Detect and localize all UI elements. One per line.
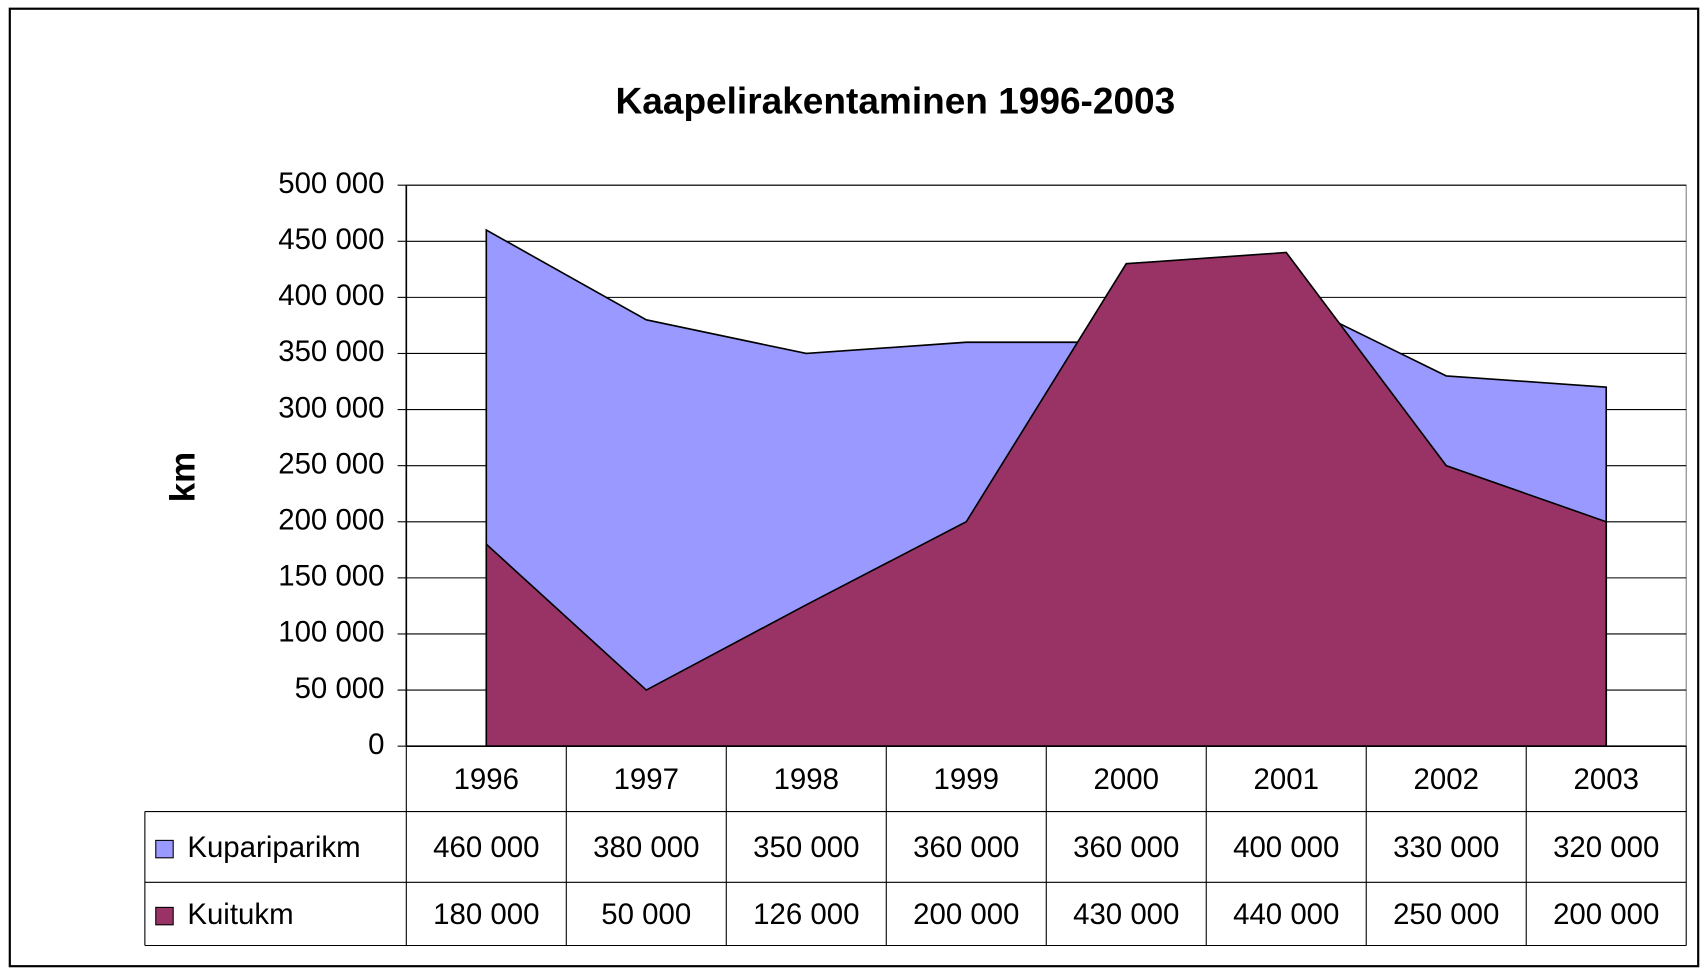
- y-tick-label: 50 000: [295, 672, 385, 705]
- table-value: 320 000: [1553, 831, 1659, 864]
- y-tick-label: 150 000: [278, 560, 384, 593]
- y-tick-label: 200 000: [278, 504, 384, 537]
- y-tick-label: 450 000: [278, 223, 384, 256]
- y-tick-label: 100 000: [278, 616, 384, 649]
- legend-swatch: [155, 906, 174, 926]
- table-value: 400 000: [1233, 831, 1339, 864]
- chart-title: Kaapelirakentaminen 1996-2003: [616, 79, 1176, 121]
- y-tick-label: 250 000: [278, 447, 384, 480]
- x-tick-label: 1997: [614, 763, 679, 796]
- x-tick-label: 2001: [1254, 763, 1319, 796]
- y-tick-label: 400 000: [278, 279, 384, 312]
- table-value: 360 000: [913, 831, 1019, 864]
- table-value: 440 000: [1233, 898, 1339, 931]
- x-tick-label: 1999: [934, 763, 999, 796]
- table-value: 360 000: [1073, 831, 1179, 864]
- y-axis-label: km: [163, 452, 202, 502]
- table-value: 180 000: [433, 898, 539, 931]
- y-tick-label: 350 000: [278, 335, 384, 368]
- legend-swatch: [155, 839, 174, 859]
- table-value: 330 000: [1393, 831, 1499, 864]
- table-value: 350 000: [753, 831, 859, 864]
- table-value: 50 000: [601, 898, 691, 931]
- legend-label: Kupariparikm: [187, 831, 360, 864]
- legend-label: Kuitukm: [187, 898, 293, 931]
- table-value: 200 000: [913, 898, 1019, 931]
- x-tick-label: 2000: [1094, 763, 1159, 796]
- y-tick-label: 500 000: [278, 167, 384, 200]
- table-value: 126 000: [753, 898, 859, 931]
- y-tick-label: 300 000: [278, 391, 384, 424]
- table-value: 250 000: [1393, 898, 1499, 931]
- y-tick-label: 0: [368, 728, 384, 761]
- table-value: 380 000: [593, 831, 699, 864]
- area: [485, 251, 1608, 747]
- table-value: 200 000: [1553, 898, 1659, 931]
- x-tick-label: 1998: [774, 763, 839, 796]
- table-value: 430 000: [1073, 898, 1179, 931]
- x-tick-label: 2003: [1574, 763, 1639, 796]
- x-tick-label: 2002: [1414, 763, 1479, 796]
- table-value: 460 000: [433, 831, 539, 864]
- x-tick-label: 1996: [454, 763, 519, 796]
